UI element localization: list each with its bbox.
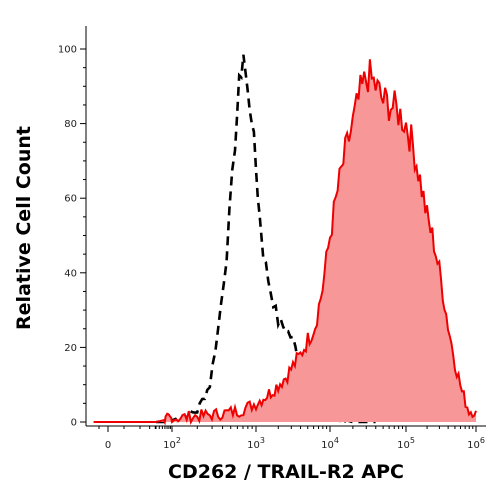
series-1-fill	[93, 59, 476, 423]
x-tick-label: 0	[105, 440, 111, 451]
x-tick-label: 104	[321, 436, 339, 451]
y-tick-label: 80	[64, 119, 77, 130]
y-tick-label: 20	[64, 343, 77, 354]
y-tick-label: 40	[64, 268, 77, 279]
x-tick-label: 105	[397, 436, 415, 451]
x-tick-label: 103	[247, 436, 265, 451]
y-tick-label: 0	[71, 418, 77, 429]
x-tick-label: 106	[467, 436, 485, 451]
y-tick-label: 100	[58, 45, 77, 56]
x-tick-label: 102	[163, 436, 181, 451]
x-axis-title: CD262 / TRAIL-R2 APC	[168, 461, 404, 483]
series-1-line	[93, 59, 477, 426]
y-tick-label: 60	[64, 194, 77, 205]
y-axis-title: Relative Cell Count	[13, 126, 35, 330]
